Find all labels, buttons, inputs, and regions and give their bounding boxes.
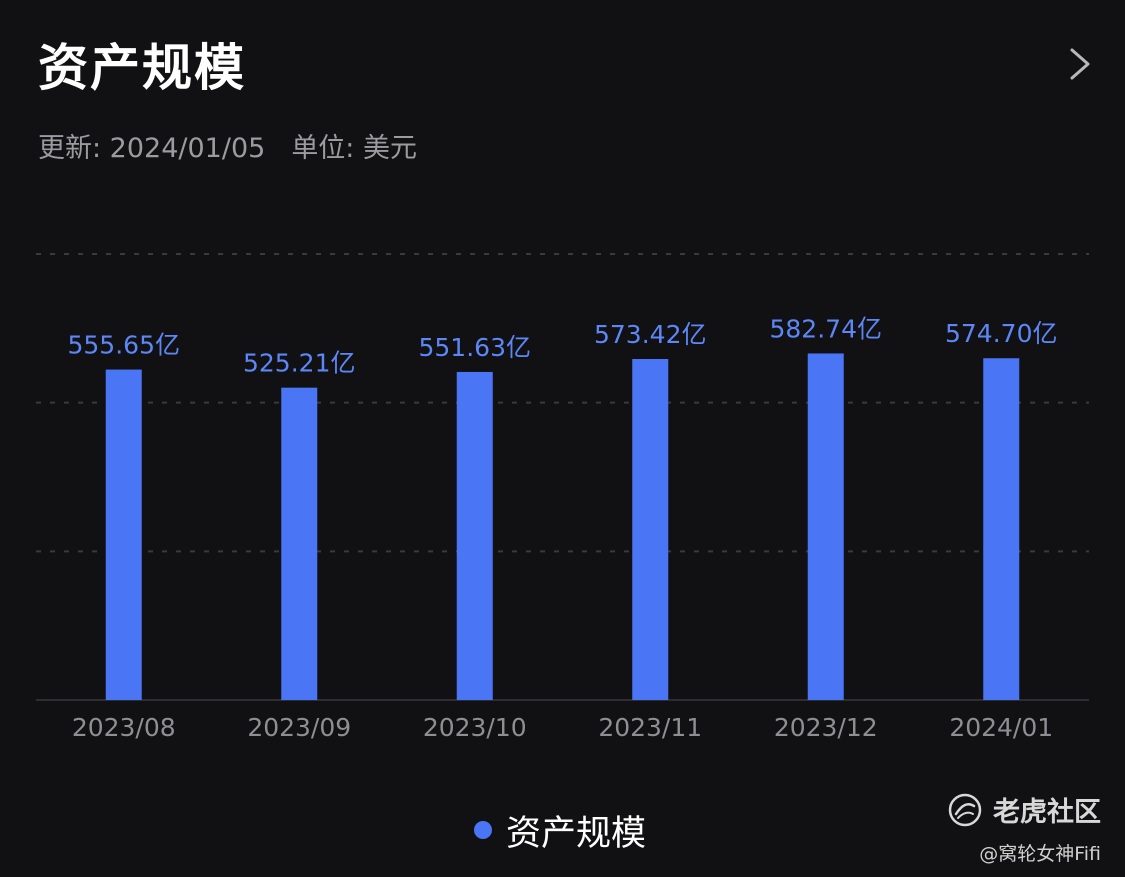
x-tick-label: 2023/10 (423, 713, 527, 742)
bar (105, 369, 142, 700)
tiger-logo-icon (948, 793, 982, 826)
x-tick-label: 2023/11 (598, 713, 702, 742)
legend-label: 资产规模 (506, 813, 647, 854)
data-label: 582.74亿 (770, 314, 882, 343)
data-label: 551.63亿 (419, 333, 531, 362)
watermark-brand: 老虎社区 (993, 797, 1101, 828)
bar (632, 359, 669, 700)
legend-swatch (474, 821, 492, 839)
data-label: 573.42亿 (594, 320, 706, 349)
data-label: 555.65亿 (68, 331, 180, 360)
bar (456, 371, 493, 700)
data-label: 574.70亿 (945, 319, 1057, 348)
x-tick-label: 2023/08 (72, 713, 176, 742)
x-tick-label: 2024/01 (949, 713, 1053, 742)
data-label: 525.21亿 (243, 349, 355, 378)
bar-chart: 555.65亿 2023/08 525.21亿 2023/09 551.63亿 2023/… (36, 253, 1089, 742)
chart-legend[interactable]: 资产规模 (474, 806, 646, 854)
unit-label: 单位: 美元 (291, 133, 417, 164)
page-title: 资产规模 (38, 39, 246, 97)
update-date: 更新: 2024/01/05 (38, 133, 266, 164)
chevron-right-icon[interactable] (1062, 44, 1096, 84)
x-tick-label: 2023/09 (247, 713, 351, 742)
x-tick-label: 2023/12 (774, 713, 878, 742)
watermark-user: @窝轮女神Fifi (979, 843, 1101, 865)
chart-meta: 更新: 2024/01/05 单位: 美元 (38, 126, 417, 165)
watermark: 老虎社区 @窝轮女神Fifi (947, 790, 1101, 866)
bar (983, 358, 1020, 700)
bar (807, 353, 844, 700)
bar (281, 387, 318, 700)
